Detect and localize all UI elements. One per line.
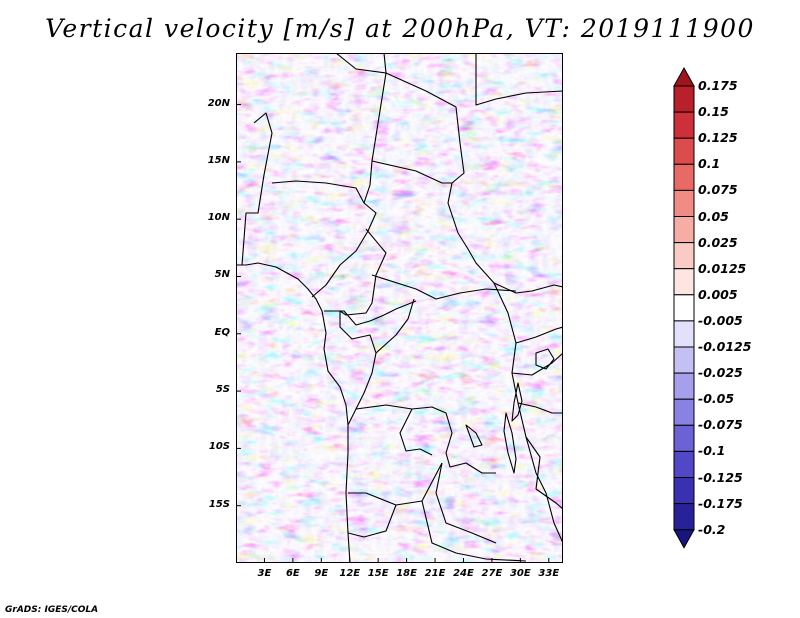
velocity-field-map (236, 53, 563, 563)
colorbar-label: 0.175 (698, 78, 738, 93)
x-tick-label: 21E (424, 568, 446, 579)
colorbar-label: -0.075 (698, 417, 743, 433)
x-tick-label: 27E (481, 568, 503, 579)
colorbar-swatch (673, 137, 695, 165)
y-tick-label: 15N (207, 154, 230, 166)
country-borders (236, 53, 563, 563)
colorbar-swatch (673, 320, 695, 348)
colorbar-swatch (673, 398, 695, 426)
colorbar-label: 0.1 (698, 156, 721, 172)
colorbar-swatch (673, 346, 695, 374)
x-tick-label: 3E (257, 568, 272, 579)
colorbar-top-arrow (673, 66, 695, 87)
colorbar-swatch (673, 372, 695, 400)
colorbar-swatch (673, 450, 695, 478)
x-tick-label: 6E (285, 568, 300, 579)
colorbar-label: -0.05 (698, 391, 735, 407)
colorbar-label: -0.125 (698, 469, 743, 485)
colorbar-swatch (673, 85, 695, 113)
colorbar-label: 0.125 (698, 130, 738, 146)
colorbar-swatch (673, 111, 695, 139)
colorbar-label: -0.2 (698, 521, 726, 537)
colorbar-label: 0.025 (698, 234, 738, 250)
x-tick-label: 24E (453, 568, 474, 579)
colorbar: 0.175 0.15 0.125 0.1 0.075 0.05 0.025 0.0125 0.0… (670, 60, 800, 560)
colorbar-label: 0.15 (698, 104, 729, 120)
colorbar-label: -0.005 (698, 312, 743, 328)
colorbar-label: -0.175 (698, 495, 743, 511)
colorbar-label: 0.05 (698, 208, 729, 224)
y-tick-label: 15S (208, 498, 230, 510)
colorbar-label: 0.075 (698, 182, 738, 198)
x-tick-label: 15E (367, 568, 389, 579)
map-plot-area (236, 53, 563, 563)
y-tick-label: 10S (208, 441, 230, 453)
x-tick-label: 30E (509, 568, 531, 579)
colorbar-swatch (673, 424, 695, 452)
y-tick-label: 5S (215, 384, 230, 396)
map-title: Vertical velocity [m/s] at 200hPa, VT: 2… (45, 14, 755, 43)
colorbar-label: 0.0125 (698, 260, 747, 276)
colorbar-label: -0.0125 (698, 339, 752, 354)
y-tick-label: EQ (214, 326, 230, 338)
x-tick-label: 12E (339, 568, 361, 579)
y-tick-label: 20N (207, 97, 230, 109)
grads-credit: GrADS: IGES/COLA (5, 605, 99, 615)
colorbar-swatch (673, 189, 695, 217)
y-tick-label: 5N (214, 269, 230, 281)
colorbar-label: -0.1 (698, 443, 726, 459)
x-tick-label: 18E (396, 568, 417, 579)
colorbar-swatch (673, 216, 695, 244)
colorbar-swatches (673, 66, 695, 549)
colorbar-swatch (673, 503, 695, 531)
colorbar-bottom-arrow (673, 529, 695, 549)
y-tick-label: 10N (207, 212, 230, 224)
colorbar-swatch (673, 163, 695, 191)
colorbar-swatch (673, 268, 695, 296)
x-tick-label: 33E (538, 568, 560, 579)
colorbar-label: -0.025 (698, 365, 743, 381)
colorbar-swatch (673, 294, 695, 322)
colorbar-swatch (673, 477, 695, 505)
colorbar-swatch (673, 242, 695, 270)
map-frame (236, 53, 563, 563)
colorbar-label: 0.005 (698, 286, 738, 302)
x-tick-label: 9E (314, 568, 329, 579)
